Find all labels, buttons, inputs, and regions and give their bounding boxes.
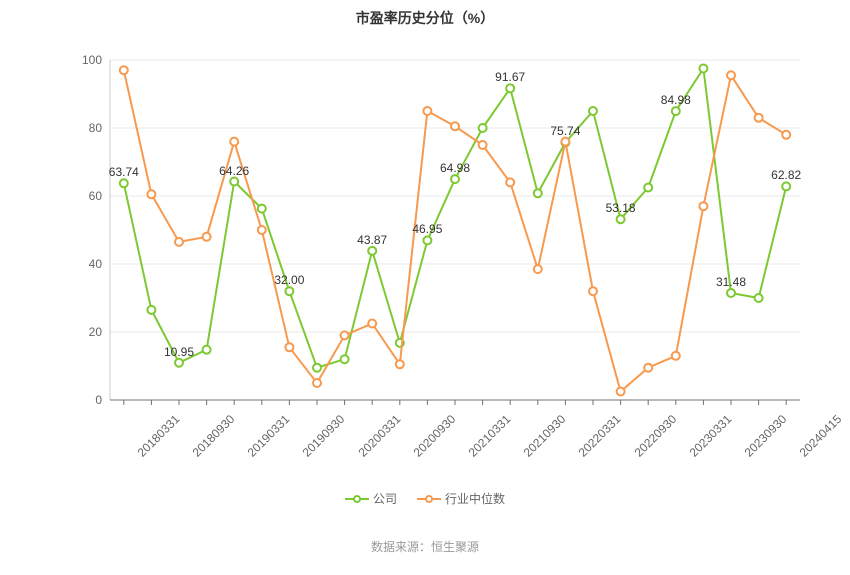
data-source: 数据来源：恒生聚源 bbox=[0, 538, 850, 555]
x-tick-label: 20240415 bbox=[797, 412, 845, 460]
y-tick-label: 0 bbox=[95, 393, 102, 407]
legend-label: 行业中位数 bbox=[445, 490, 505, 507]
x-tick-label: 20230331 bbox=[686, 412, 734, 460]
x-tick-label: 20190930 bbox=[300, 412, 348, 460]
x-tick-label: 20220331 bbox=[576, 412, 624, 460]
pe-percentile-chart: 市盈率历史分位（%） 020406080100 2018033120180930… bbox=[0, 0, 850, 575]
series-行业中位数 bbox=[120, 66, 790, 395]
x-tick-label: 20190331 bbox=[245, 412, 293, 460]
legend-swatch bbox=[417, 493, 441, 505]
x-tick-label: 20200331 bbox=[355, 412, 403, 460]
data-source-prefix: 数据来源： bbox=[371, 540, 431, 554]
y-tick-label: 100 bbox=[82, 53, 102, 67]
legend-item-行业中位数[interactable]: 行业中位数 bbox=[417, 490, 505, 507]
x-tick-label: 20210331 bbox=[466, 412, 514, 460]
y-tick-label: 60 bbox=[89, 189, 102, 203]
x-tick-label: 20200930 bbox=[410, 412, 458, 460]
chart-canvas bbox=[0, 0, 850, 406]
legend-swatch bbox=[345, 493, 369, 505]
legend-item-公司[interactable]: 公司 bbox=[345, 490, 397, 507]
y-tick-label: 80 bbox=[89, 121, 102, 135]
legend-label: 公司 bbox=[373, 490, 397, 507]
legend: 公司 行业中位数 bbox=[0, 490, 850, 510]
y-tick-label: 40 bbox=[89, 257, 102, 271]
data-source-value: 恒生聚源 bbox=[431, 540, 479, 554]
x-tick-label: 20230930 bbox=[742, 412, 790, 460]
x-tick-label: 20210930 bbox=[521, 412, 569, 460]
series-公司 bbox=[120, 65, 790, 372]
x-tick-label: 20220930 bbox=[631, 412, 679, 460]
x-tick-label: 20180930 bbox=[190, 412, 238, 460]
y-tick-label: 20 bbox=[89, 325, 102, 339]
x-tick-label: 20180331 bbox=[134, 412, 182, 460]
